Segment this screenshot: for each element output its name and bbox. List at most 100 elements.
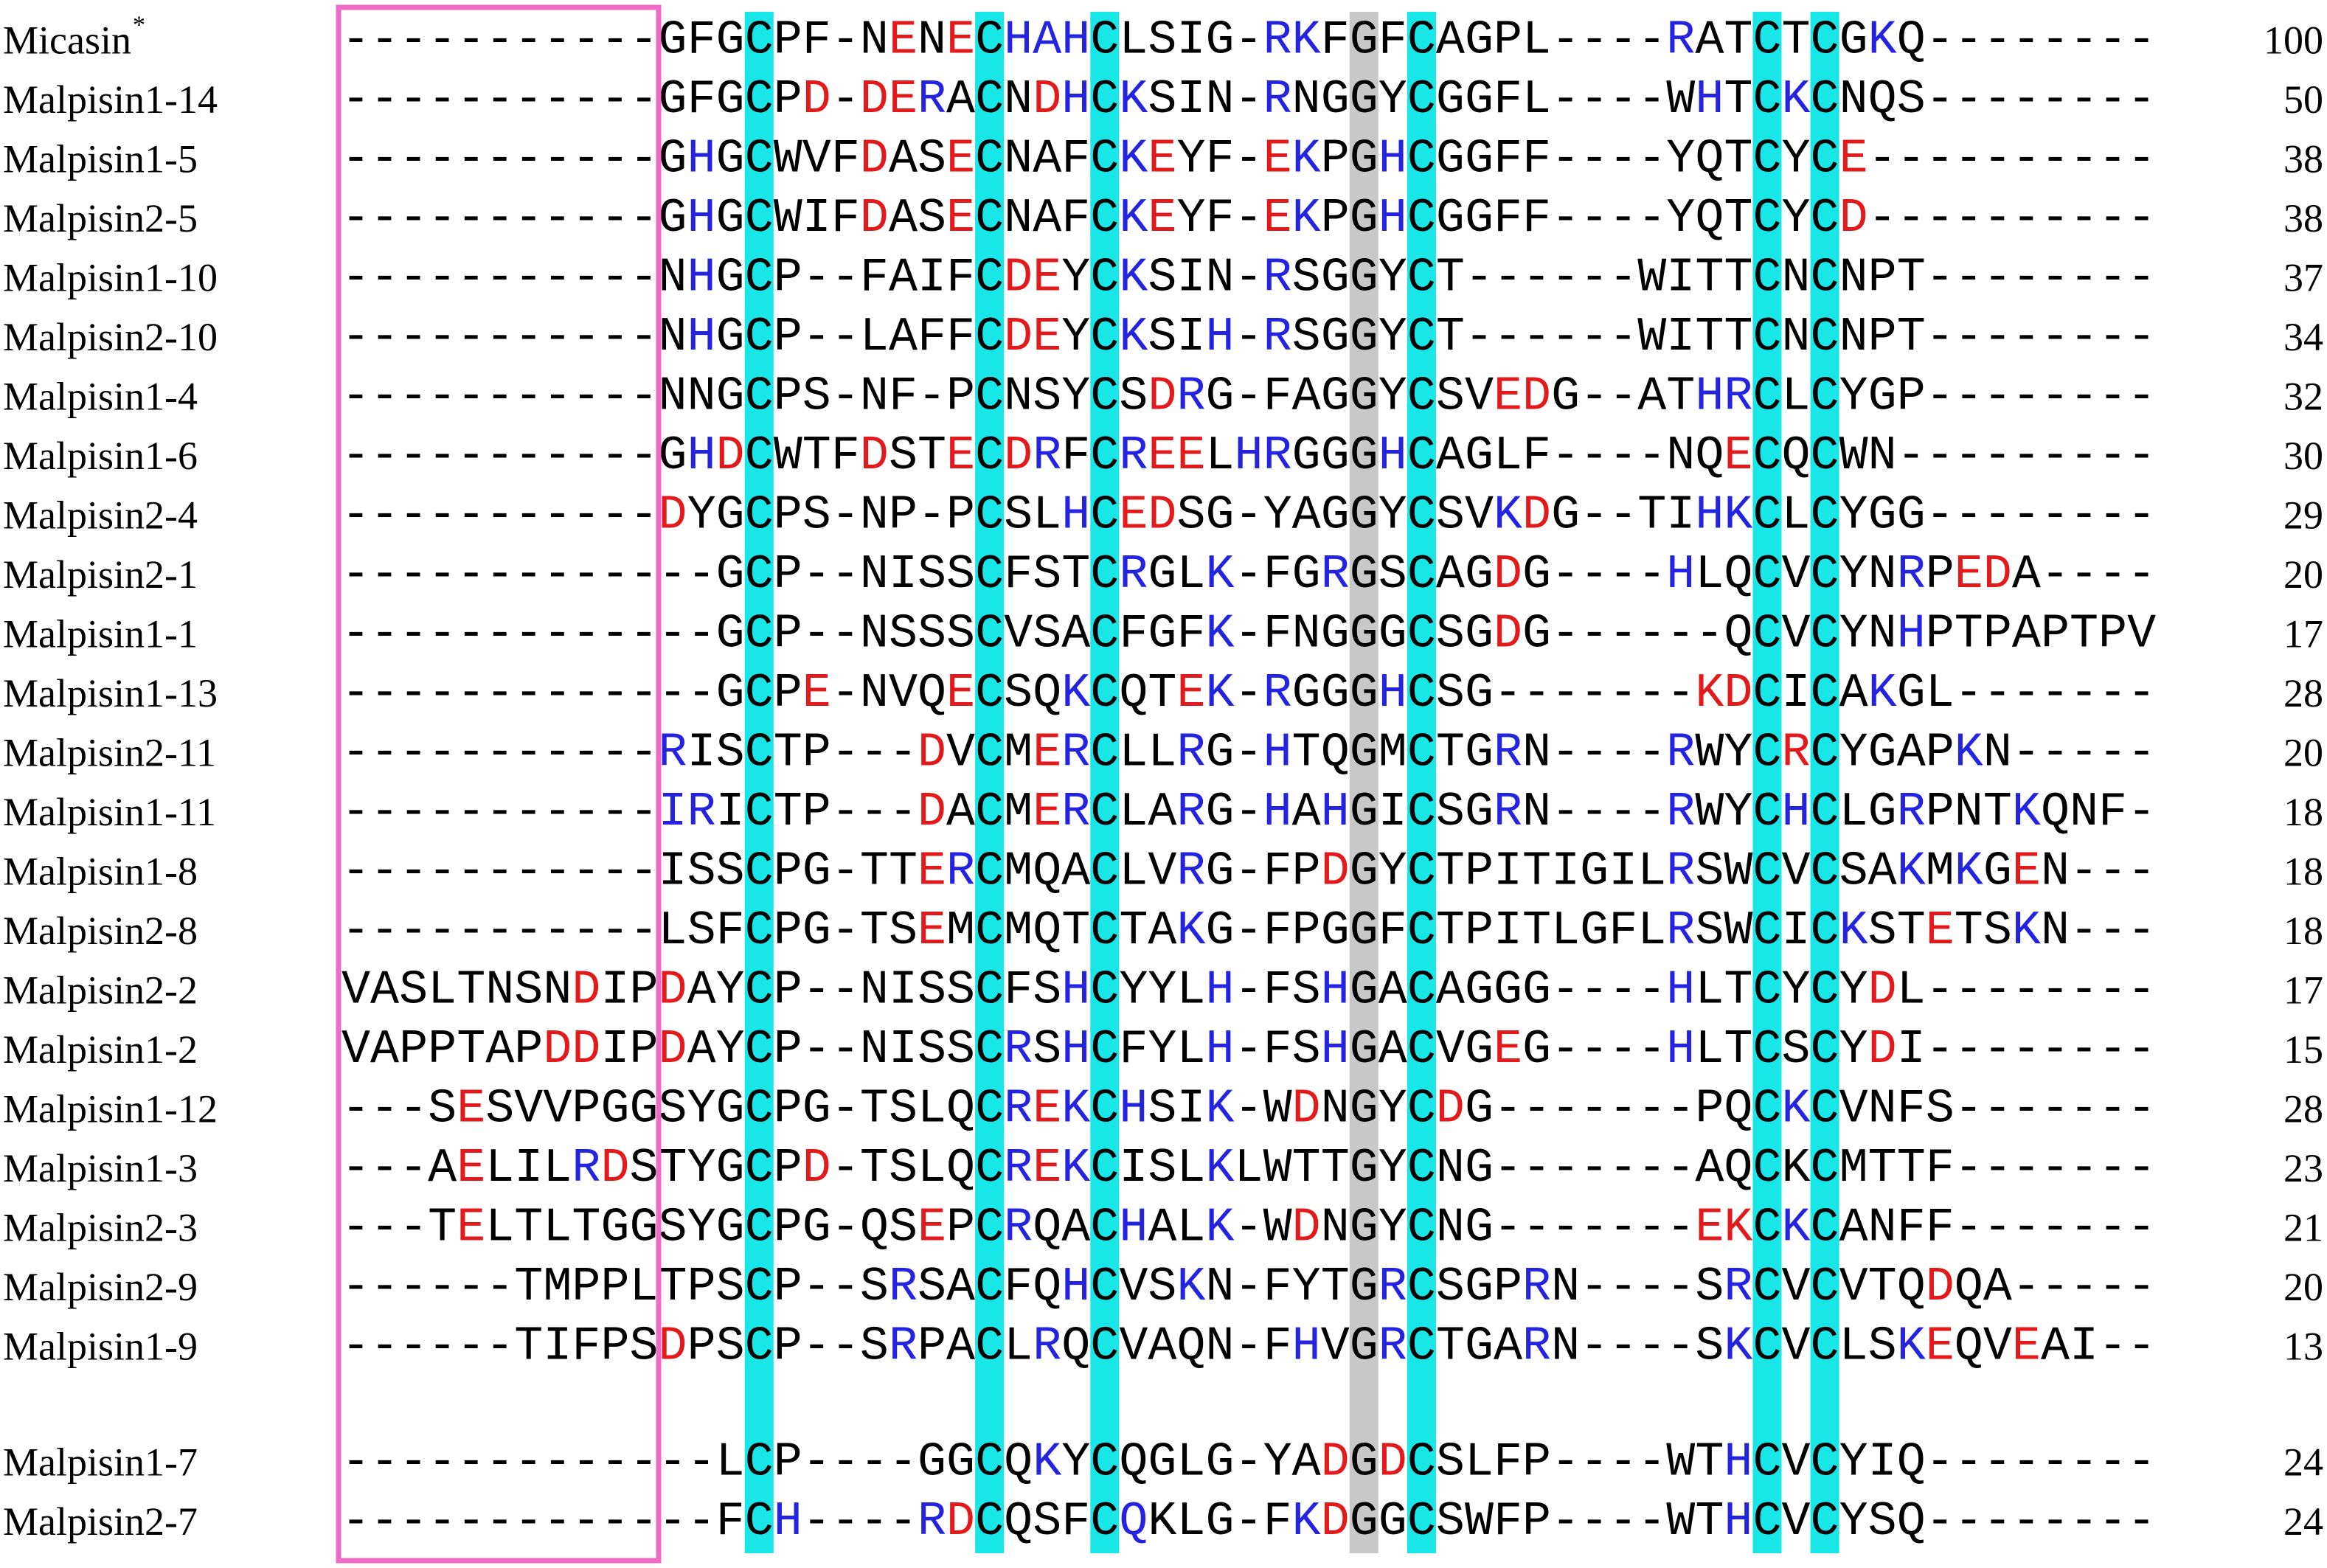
residue: - [2127, 488, 2156, 542]
residue: T [1695, 1494, 1724, 1549]
residue: G [1465, 725, 1494, 780]
residue: - [1580, 1260, 1609, 1314]
residue: A [2012, 547, 2041, 602]
residue: - [600, 1435, 629, 1489]
residue: E [2012, 1319, 2041, 1373]
residue: G [1350, 488, 1378, 542]
sequence-name: Malpisin2-2 [3, 968, 198, 1012]
sequence-length: 30 [2283, 434, 2323, 478]
residue: - [1522, 1200, 1551, 1255]
residue: L [1206, 429, 1235, 483]
sequence: ----------- [341, 369, 659, 423]
residue: T [1724, 310, 1752, 364]
signal-box [336, 4, 662, 1564]
residue: D [1033, 72, 1061, 127]
residue: T [1897, 903, 1926, 958]
residue: - [600, 547, 629, 602]
residue: H [1695, 369, 1724, 423]
residue: - [1235, 1260, 1263, 1314]
residue: K [1061, 1141, 1090, 1196]
residue: A [1292, 369, 1321, 423]
residue: - [2098, 903, 2127, 958]
residue: K [1148, 1494, 1176, 1549]
residue: Q [1955, 1319, 1983, 1373]
residue: F [572, 1319, 600, 1373]
residue: - [2098, 429, 2127, 483]
residue: - [1666, 666, 1695, 721]
residue: V [514, 1081, 543, 1136]
residue: - [1637, 1260, 1666, 1314]
residue: K [1955, 844, 1983, 898]
residue: A [946, 785, 975, 839]
residue: D [1004, 429, 1033, 483]
residue: P [774, 844, 802, 898]
residue: - [341, 310, 370, 364]
residue: - [2041, 666, 2070, 721]
residue: C [1090, 131, 1119, 186]
residue: F [831, 191, 860, 246]
residue: - [399, 1494, 428, 1549]
residue: - [341, 1081, 370, 1136]
residue: F [1378, 13, 1407, 67]
residue: - [1551, 1435, 1580, 1489]
residue: P [946, 1200, 975, 1255]
residue: - [572, 369, 600, 423]
residue: C [975, 250, 1004, 305]
residue: N [2041, 844, 2070, 898]
residue: I [889, 962, 918, 1017]
residue: - [514, 666, 543, 721]
residue: S [1148, 250, 1176, 305]
residue: N [1004, 131, 1033, 186]
residue: - [1955, 666, 1983, 721]
residue: C [1811, 1494, 1839, 1549]
sequence-length: 24 [2283, 1440, 2323, 1484]
residue: - [543, 191, 572, 246]
residue: C [745, 488, 774, 542]
residue: S [918, 131, 946, 186]
residue: N [1868, 1200, 1897, 1255]
residue: R [1321, 547, 1350, 602]
residue: H [1061, 488, 1090, 542]
residue: E [918, 844, 946, 898]
residue: Y [1378, 310, 1407, 364]
residue: K [1839, 903, 1868, 958]
residue: - [485, 429, 514, 483]
residue: C [1090, 1200, 1119, 1255]
residue: - [370, 666, 399, 721]
residue: C [1752, 429, 1781, 483]
residue: - [457, 606, 485, 661]
residue: H [1321, 785, 1350, 839]
residue: - [1983, 72, 2012, 127]
residue: P [600, 1319, 629, 1373]
residue: L [1782, 488, 1811, 542]
residue: C [975, 1081, 1004, 1136]
residue: G [1148, 606, 1176, 661]
residue: - [1580, 547, 1609, 602]
residue: E [946, 191, 975, 246]
residue: L [1148, 725, 1176, 780]
residue: - [1955, 1494, 1983, 1549]
residue: - [2070, 72, 2098, 127]
residue: - [1551, 1494, 1580, 1549]
residue: - [600, 429, 629, 483]
residue: A [1637, 369, 1666, 423]
residue: F [1176, 606, 1205, 661]
residue: - [1609, 1494, 1637, 1549]
residue: G [716, 131, 745, 186]
residue: R [1522, 1319, 1551, 1373]
residue: S [918, 191, 946, 246]
residue: Y [1378, 72, 1407, 127]
residue: L [659, 903, 687, 958]
residue: - [428, 1494, 457, 1549]
residue: F [1522, 131, 1551, 186]
residue: L [1551, 903, 1580, 958]
residue: F [1263, 1260, 1292, 1314]
residue: T [1724, 191, 1752, 246]
residue: - [1609, 191, 1637, 246]
residue: - [802, 606, 831, 661]
residue: H [774, 1494, 802, 1549]
residue: Y [1061, 310, 1090, 364]
residue: G [1292, 429, 1321, 483]
residue: C [1407, 1494, 1436, 1549]
residue: - [1522, 666, 1551, 721]
